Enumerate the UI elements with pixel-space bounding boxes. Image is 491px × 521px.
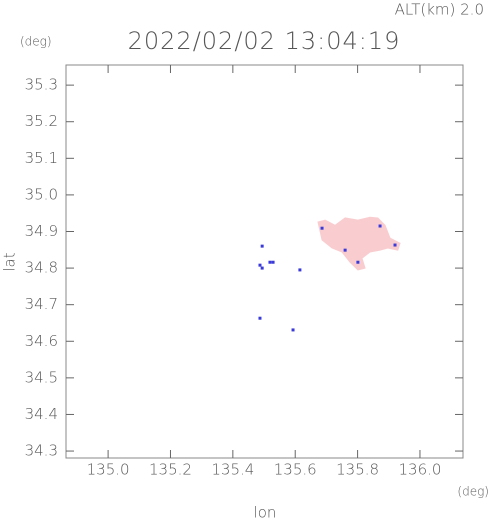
y-tick-label: 35.3 — [25, 76, 58, 94]
y-tick-label: 34.5 — [25, 368, 58, 386]
y-tick-label: 35.0 — [25, 185, 58, 203]
y-tick-label: 34.9 — [25, 222, 58, 240]
echo-point — [260, 244, 264, 248]
echo-point — [291, 328, 295, 332]
echo-point — [378, 224, 382, 228]
echo-point — [320, 226, 324, 230]
x-tick-label: 135.2 — [149, 461, 192, 479]
echo-point — [343, 248, 347, 252]
echo-point — [258, 316, 262, 320]
x-tick-label: 135.6 — [274, 461, 317, 479]
x-tick-label: 135.0 — [87, 461, 130, 479]
chart-title: 2022/02/02 13:04:19 — [128, 27, 401, 55]
echo-point — [393, 243, 397, 247]
echo-point — [356, 260, 360, 264]
echo-point — [268, 260, 272, 264]
y-tick-label: 34.6 — [25, 332, 58, 350]
echo-point — [271, 260, 275, 264]
y-tick-label: 35.1 — [25, 149, 58, 167]
altitude: ALT(km) 2.0 — [395, 1, 484, 19]
plot-frame — [65, 64, 464, 459]
echo-point — [258, 263, 262, 267]
y-axis-label: lat — [1, 252, 19, 271]
y-unit: (deg) — [20, 35, 52, 49]
y-tick-label: 35.2 — [25, 112, 58, 130]
echo-point — [260, 266, 264, 270]
x-tick-label: 135.4 — [211, 461, 254, 479]
y-tick-label: 34.8 — [25, 259, 58, 277]
x-axis-label: lon — [254, 504, 277, 521]
y-tick-label: 34.4 — [25, 405, 58, 423]
echo-point — [298, 268, 302, 272]
x-tick-label: 136.0 — [398, 461, 441, 479]
x-unit: (deg) — [457, 485, 489, 499]
y-tick-label: 34.7 — [25, 295, 58, 313]
y-tick-label: 34.3 — [25, 442, 58, 460]
x-tick-label: 135.8 — [336, 461, 379, 479]
echo-area — [317, 216, 401, 271]
